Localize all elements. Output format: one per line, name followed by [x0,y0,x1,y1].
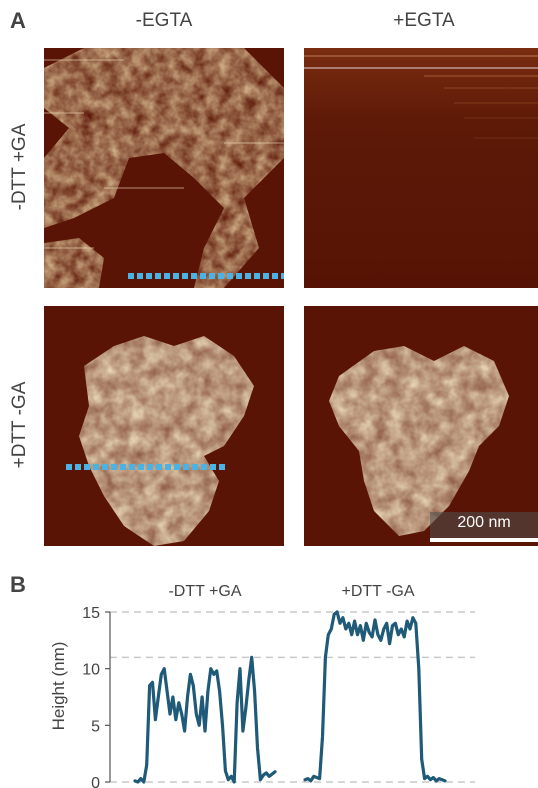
y-axis-label: Height (nm) [49,642,68,731]
row-label-plus-dtt: +DTT -GA [9,381,30,469]
panel-b-letter: B [10,572,26,597]
profile-line-minus-dtt [128,273,284,279]
series-line-1 [303,610,447,783]
row-label-minus-dtt: -DTT +GA [9,123,30,211]
series-label-0: -DTT +GA [168,583,241,600]
y-tick-label-10: 10 [82,662,100,679]
y-tick-label-15: 15 [82,605,100,622]
y-tick-label-5: 5 [91,718,100,735]
column-label-plus-egta: +EGTA [393,10,455,31]
afm-image-plus-dtt-minus-egta [44,306,284,546]
y-tick-label-0: 0 [91,775,100,788]
scale-bar-label: 200 nm [430,512,538,542]
afm-image-minus-dtt-plus-egta [304,48,538,288]
panel-a-letter: A [10,8,26,33]
height-profile-chart: 0 5 10 15 -DTT +GA +DTT -GA Height (nm) [49,583,475,788]
series-label-1: +DTT -GA [341,583,414,600]
column-label-minus-egta: -EGTA [135,10,193,31]
series-line-0 [133,655,277,784]
afm-image-minus-dtt-minus-egta [44,48,284,288]
scale-bar [430,538,538,542]
profile-line-plus-dtt [66,464,228,470]
afm-image-plus-dtt-plus-egta [304,306,538,546]
